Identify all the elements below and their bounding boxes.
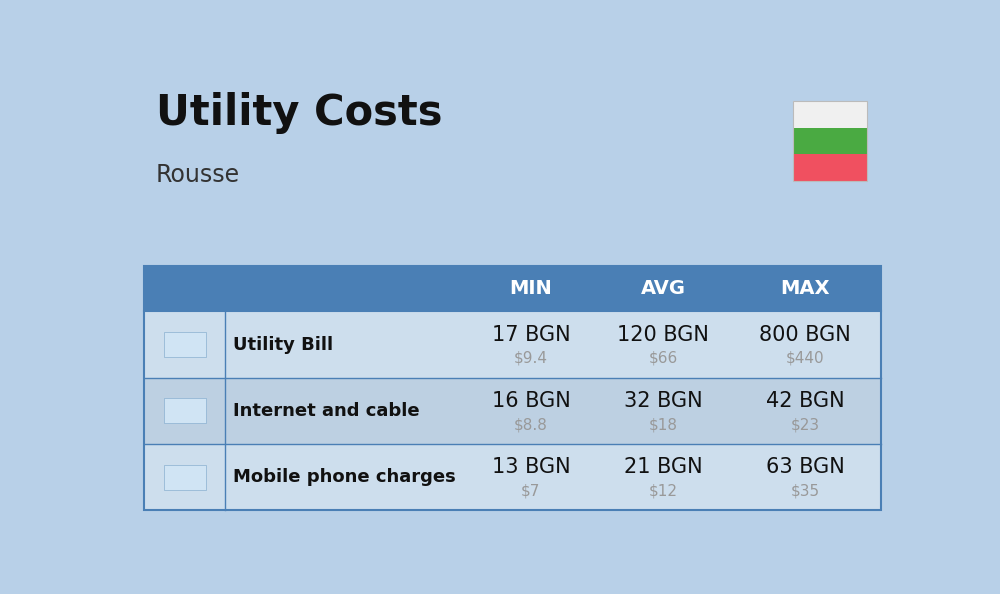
Bar <box>144 444 881 510</box>
Bar <box>144 266 881 311</box>
Text: $23: $23 <box>791 417 820 432</box>
Text: $7: $7 <box>521 484 541 498</box>
Bar <box>164 399 206 424</box>
Text: 42 BGN: 42 BGN <box>766 391 844 411</box>
Text: Internet and cable: Internet and cable <box>233 402 420 420</box>
Text: 63 BGN: 63 BGN <box>766 457 845 477</box>
Bar <box>793 128 867 154</box>
Text: MIN: MIN <box>510 279 552 298</box>
Bar <box>793 154 867 181</box>
Text: MAX: MAX <box>780 279 830 298</box>
Text: 21 BGN: 21 BGN <box>624 457 703 477</box>
Text: $12: $12 <box>649 484 678 498</box>
Text: AVG: AVG <box>641 279 686 298</box>
Text: 800 BGN: 800 BGN <box>759 324 851 345</box>
Bar <box>144 311 881 378</box>
Bar <box>164 332 206 357</box>
Text: Rousse: Rousse <box>156 163 240 187</box>
Text: 13 BGN: 13 BGN <box>492 457 570 477</box>
Text: $9.4: $9.4 <box>514 351 548 366</box>
Text: 32 BGN: 32 BGN <box>624 391 703 411</box>
Text: $35: $35 <box>791 484 820 498</box>
Text: $8.8: $8.8 <box>514 417 548 432</box>
Bar <box>164 465 206 490</box>
Text: Utility Bill: Utility Bill <box>233 336 333 353</box>
Text: Mobile phone charges: Mobile phone charges <box>233 468 456 486</box>
Text: $440: $440 <box>786 351 824 366</box>
Text: 120 BGN: 120 BGN <box>617 324 709 345</box>
Text: Utility Costs: Utility Costs <box>156 92 442 134</box>
Bar <box>793 101 867 181</box>
Text: $18: $18 <box>649 417 678 432</box>
Text: $66: $66 <box>649 351 678 366</box>
Bar <box>793 101 867 128</box>
Text: 16 BGN: 16 BGN <box>492 391 570 411</box>
Text: 17 BGN: 17 BGN <box>492 324 570 345</box>
Bar <box>144 378 881 444</box>
Bar <box>144 266 881 510</box>
